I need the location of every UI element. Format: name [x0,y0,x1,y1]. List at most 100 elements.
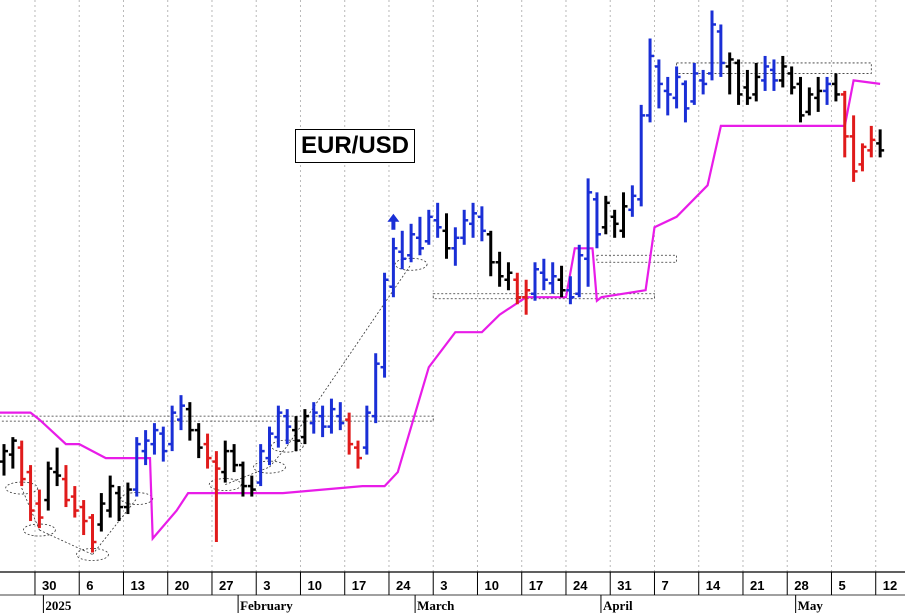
trend-connector [225,466,270,485]
trend-connector [21,487,40,531]
ohlc-bar [70,486,79,518]
ohlc-bar [265,426,274,466]
ohlc-bar [194,423,203,459]
ohlc-bar [752,62,761,102]
axis-tick-label: 3 [440,578,447,593]
axis-tick-label: 30 [42,578,56,593]
resistance-boxes [0,62,872,422]
ohlc-bar [354,440,362,469]
axis-tick-label: 14 [706,578,721,593]
ohlc-bar [203,433,212,469]
ohlc-bar [177,395,185,431]
ohlc-bar [557,265,566,298]
axis-background [0,572,905,613]
ohlc-bars [0,10,885,553]
ohlc-bar [867,125,876,158]
trend-connector [269,445,288,468]
ohlc-bar [708,10,716,81]
ohlc-bar [486,230,495,277]
month-label: April [603,598,633,613]
pivot-low-ellipse [23,523,56,537]
ohlc-bar [619,192,628,238]
ohlc-bar [97,493,106,532]
ohlc-bar [778,55,787,88]
ohlc-bar [345,412,354,455]
axis-tick-label: 7 [661,578,668,593]
ohlc-bar [159,426,168,462]
ohlc-bar [389,237,398,298]
ohlc-bar [336,402,345,431]
ohlc-bar [548,262,557,294]
ohlc-bar [398,230,407,270]
ohlc-bar [115,486,124,522]
ohlc-bar [26,465,35,522]
ohlc-bar [654,59,663,109]
ohlc-bar [123,482,132,515]
resistance-box [596,254,678,263]
ohlc-bar [274,405,283,448]
ohlc-bar [823,76,832,105]
ohlc-bar [35,489,44,529]
ohlc-bar [513,272,522,305]
trailing-stop-line [0,79,881,542]
ohlc-bar [584,178,593,287]
ohlc-bar [230,444,239,473]
resistance-box [0,415,434,422]
ohlc-bar [185,402,194,441]
axis-tick-label: 17 [352,578,366,593]
ohlc-bar [628,185,637,217]
ohlc-bar [424,209,433,245]
ohlc-bar [876,129,885,158]
ohlc-bar [300,409,309,445]
ohlc-bar [849,115,858,182]
ohlc-bar [141,430,150,466]
ohlc-bar [106,475,115,518]
axis-tick-label: 13 [130,578,144,593]
ohlc-bar [681,80,690,123]
ohlc-bar [168,405,177,452]
ohlc-bar [442,213,451,259]
x-axis: 30 6 13 20 27 3 10 17 24 3 10 17 24 31 7 14 21 28 5 12 2025 F… [0,571,905,613]
month-label: 2025 [45,598,72,613]
ohlc-bar [725,52,734,95]
pivot-low-ellipse [253,460,286,474]
chart-title: EUR/USD [295,129,416,163]
ohlc-bar [44,461,53,511]
ohlc-bar [327,398,336,434]
ohlc-bar [690,62,699,105]
ohlc-bar [132,437,141,497]
axis-tick-label: 31 [617,578,631,593]
buy-signal-arrow [387,213,400,230]
month-label: May [798,598,824,613]
stop-line-path [0,79,881,542]
ohlc-bar [831,73,840,102]
ohlc-bar [840,90,849,158]
axis-tick-label: 12 [883,578,897,593]
ohlc-bar [743,69,752,105]
month-label: February [240,598,293,613]
ohlc-bar [469,202,478,238]
axis-tick-label: 27 [219,578,233,593]
ohlc-bar [415,216,424,256]
axis-tick-label: 24 [573,578,588,593]
month-label: March [417,598,455,613]
ohlc-bar [8,437,17,469]
axis-tick-label: 6 [86,578,93,593]
ohlc-bar [575,244,584,298]
ohlc-bar [433,202,442,238]
ohlc-bar [221,440,230,483]
axis-tick-label: 10 [484,578,498,593]
ohlc-bar [371,353,380,424]
ohlc-bar [292,416,301,452]
axis-tick-label: 3 [263,578,270,593]
ohlc-bar [769,59,778,91]
ohlc-bar [522,279,531,315]
ohlc-bar [796,76,805,123]
pivot-low-ellipse [120,492,154,505]
ohlc-bar [460,209,469,245]
ohlc-bar [495,251,504,287]
ohlc-bar [79,500,88,536]
resistance-box [432,293,655,300]
grid-lines [34,0,877,572]
